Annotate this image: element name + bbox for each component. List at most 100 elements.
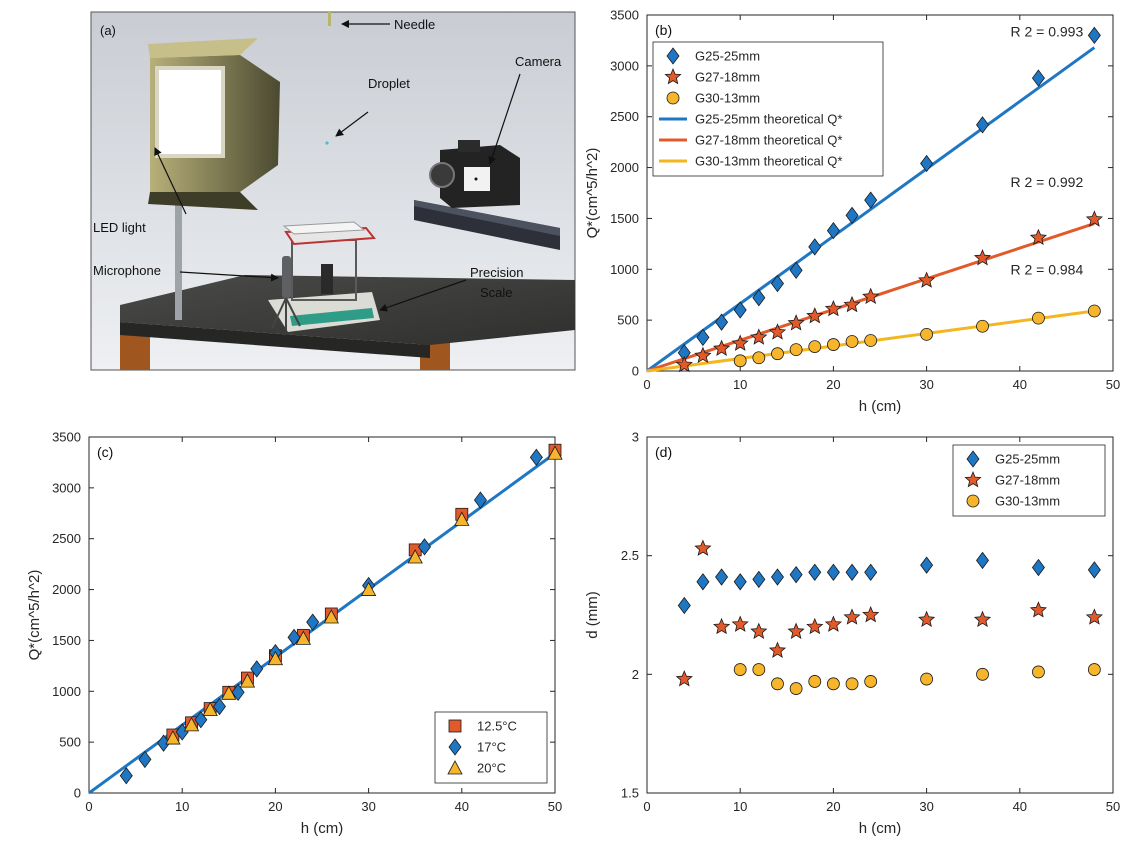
x-tick-label: 0 bbox=[85, 799, 92, 814]
y-tick-label: 3 bbox=[632, 430, 639, 445]
legend: G25-25mm G27-18mm G30-13mm G25-25mm theoret… bbox=[652, 41, 884, 177]
y-tick-label: 3000 bbox=[610, 58, 639, 73]
data-point bbox=[845, 563, 859, 581]
data-point bbox=[770, 274, 784, 293]
data-point bbox=[715, 313, 729, 331]
y-tick-label: 2500 bbox=[610, 109, 639, 124]
droplet-illustration bbox=[325, 141, 329, 145]
data-point bbox=[920, 672, 933, 686]
camera-label: Camera bbox=[515, 54, 562, 69]
legend-label: G30-13mm bbox=[995, 494, 1060, 509]
data-point bbox=[808, 238, 822, 256]
legend-marker bbox=[966, 494, 980, 508]
data-point bbox=[1032, 311, 1045, 325]
y-tick-label: 2.5 bbox=[621, 548, 639, 563]
x-tick-label: 10 bbox=[175, 799, 189, 814]
led-label: LED light bbox=[93, 220, 146, 235]
data-point bbox=[473, 491, 487, 509]
data-point bbox=[677, 596, 691, 615]
camera-arrow bbox=[488, 73, 521, 165]
data-point bbox=[418, 538, 432, 556]
data-point bbox=[827, 338, 840, 351]
data-point bbox=[529, 448, 543, 467]
legend-label: G27-18mm bbox=[695, 70, 760, 85]
data-point bbox=[806, 617, 824, 635]
data-point bbox=[713, 617, 731, 635]
y-axis-label: d (mm) bbox=[584, 591, 601, 639]
data-point bbox=[789, 343, 803, 357]
y-tick-label: 500 bbox=[617, 313, 639, 328]
x-tick-label: 50 bbox=[1106, 799, 1120, 814]
y-tick-label: 1500 bbox=[610, 211, 639, 226]
chart-c: 0 10 20 30 40 500500100015002000250030003500h… bbox=[26, 430, 563, 837]
data-point bbox=[1029, 601, 1047, 618]
legend-label: G25-25mm bbox=[995, 452, 1060, 467]
data-point bbox=[221, 685, 237, 700]
x-axis-label: h (cm) bbox=[859, 820, 902, 837]
data-point bbox=[250, 660, 264, 678]
scale-label-line1: Precision bbox=[470, 265, 523, 280]
data-point bbox=[768, 323, 787, 340]
data-point bbox=[239, 673, 256, 688]
data-point bbox=[845, 677, 859, 691]
microphone-label: Microphone bbox=[93, 263, 161, 278]
scale-label-line2: Scale bbox=[480, 285, 513, 300]
data-point bbox=[826, 221, 840, 240]
data-point bbox=[295, 630, 312, 645]
data-point bbox=[827, 677, 840, 691]
precision-scale-illustration bbox=[268, 221, 380, 332]
data-point bbox=[808, 340, 822, 353]
r2-annotation: R 2 = 0.992 bbox=[1010, 174, 1083, 190]
data-point bbox=[119, 767, 133, 785]
x-tick-label: 0 bbox=[643, 377, 650, 392]
y-tick-label: 3000 bbox=[52, 480, 81, 495]
legend-label: 17°C bbox=[477, 740, 506, 755]
data-point bbox=[787, 622, 805, 639]
data-point bbox=[845, 335, 859, 348]
legend-label: G25-25mm theoretical Q* bbox=[695, 112, 842, 127]
data-point bbox=[750, 328, 768, 345]
data-point bbox=[824, 615, 842, 632]
data-point bbox=[202, 701, 218, 716]
x-tick-label: 0 bbox=[643, 799, 650, 814]
legend-label: G30-13mm theoretical Q* bbox=[695, 154, 842, 169]
data-point bbox=[826, 563, 840, 581]
legend-marker bbox=[664, 67, 682, 85]
y-tick-label: 0 bbox=[632, 364, 639, 379]
data-point bbox=[715, 568, 729, 586]
data-point bbox=[1032, 665, 1045, 679]
x-tick-label: 10 bbox=[733, 377, 747, 392]
data-point bbox=[864, 675, 878, 688]
y-tick-label: 2000 bbox=[52, 582, 81, 597]
data-point bbox=[1087, 561, 1101, 579]
data-point bbox=[770, 568, 784, 586]
data-point bbox=[806, 307, 824, 324]
data-point bbox=[287, 628, 301, 647]
scale-arrow bbox=[379, 279, 467, 312]
legend-label: G27-18mm theoretical Q* bbox=[695, 133, 842, 148]
data-point bbox=[771, 347, 784, 361]
y-axis-label: Q*(cm^5/h^2) bbox=[584, 148, 601, 239]
x-tick-label: 20 bbox=[826, 799, 840, 814]
y-tick-label: 2 bbox=[632, 667, 639, 682]
data-point bbox=[976, 116, 990, 134]
x-tick-label: 40 bbox=[455, 799, 469, 814]
data-point bbox=[733, 663, 747, 676]
data-point bbox=[267, 650, 284, 666]
data-point bbox=[1031, 69, 1045, 87]
data-point bbox=[976, 319, 989, 333]
led-arrow bbox=[154, 147, 187, 215]
data-point bbox=[360, 581, 377, 596]
legend: G25-25mm G27-18mm G30-13mm bbox=[952, 444, 1106, 517]
x-axis-label: h (cm) bbox=[859, 398, 902, 415]
data-point bbox=[1029, 228, 1047, 246]
x-tick-label: 20 bbox=[268, 799, 282, 814]
data-point bbox=[918, 271, 936, 288]
r2-annotation: R 2 = 0.984 bbox=[1010, 261, 1083, 277]
data-point bbox=[845, 206, 859, 225]
data-point bbox=[1087, 663, 1101, 676]
x-tick-label: 50 bbox=[548, 799, 562, 814]
y-tick-label: 1000 bbox=[610, 262, 639, 277]
data-point bbox=[407, 549, 423, 564]
